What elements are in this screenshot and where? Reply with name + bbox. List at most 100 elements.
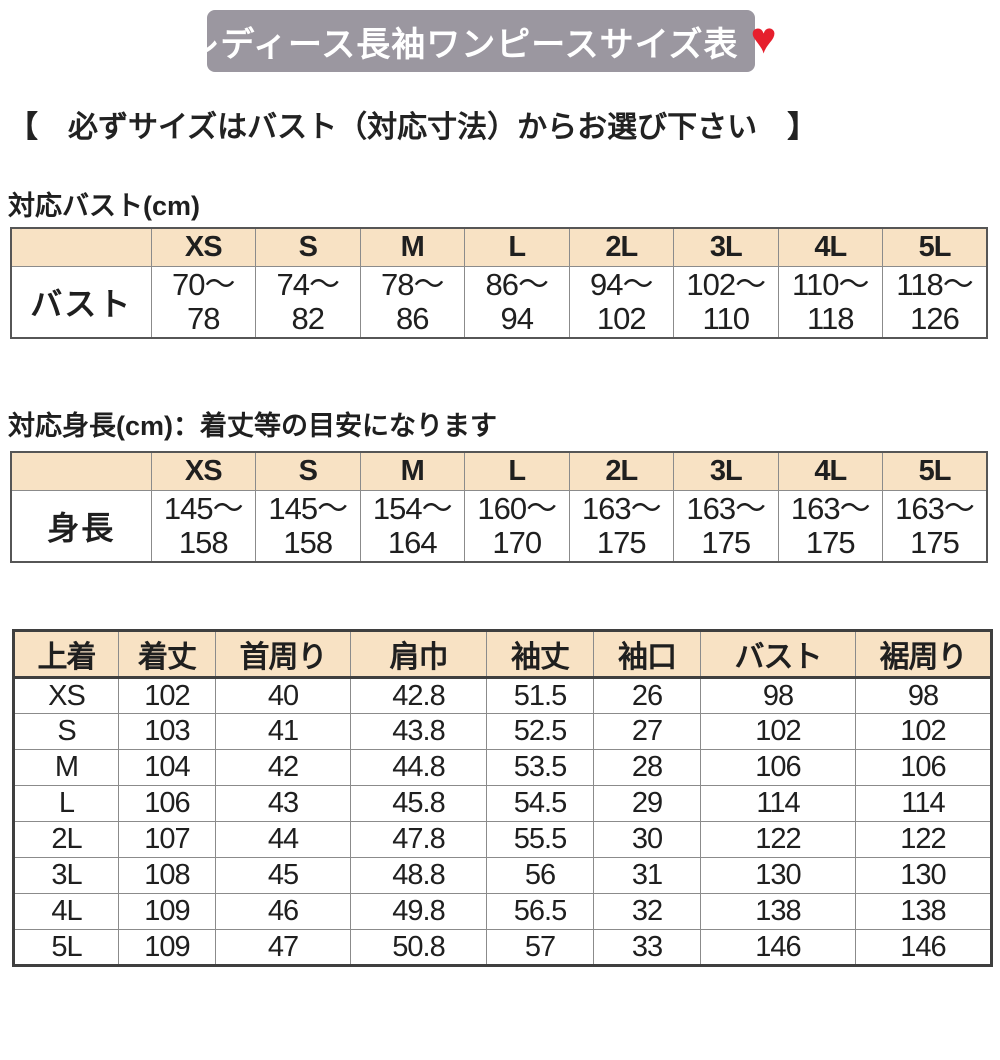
- garment-value-cell: 146: [700, 929, 856, 966]
- garment-value-cell: 51.5: [486, 677, 594, 714]
- height-range-cell: 163～ 175: [882, 489, 988, 563]
- garment-value-cell: 52.5: [486, 713, 594, 750]
- garment-value-cell: 138: [700, 893, 856, 930]
- garment-header-shoulder: 肩巾: [350, 630, 487, 679]
- range-from: 163～: [581, 490, 662, 526]
- bust-range-cell: 94～ 102: [568, 265, 674, 339]
- garment-size-cell: 5L: [13, 929, 119, 966]
- bust-range-cell: 118～ 126: [882, 265, 988, 339]
- garment-value-cell: 104: [118, 749, 216, 786]
- size-header-3l: 3L: [673, 227, 779, 267]
- range-from: 110～: [792, 266, 869, 302]
- garment-value-cell: 98: [855, 677, 992, 714]
- height-range-cell: 160～ 170: [464, 489, 570, 563]
- range-to: 102: [596, 300, 647, 336]
- garment-size-cell: 2L: [13, 821, 119, 858]
- garment-value-cell: 43: [215, 785, 351, 822]
- garment-header-bust: バスト: [700, 630, 856, 679]
- garment-value-cell: 130: [700, 857, 856, 894]
- garment-value-cell: 102: [700, 713, 856, 750]
- garment-row-m: M 104 42 44.8 53.5 28 106 106: [13, 749, 992, 786]
- garment-value-cell: 102: [855, 713, 992, 750]
- garment-value-cell: 47.8: [350, 821, 487, 858]
- size-header-5l: 5L: [882, 227, 988, 267]
- garment-value-cell: 57: [486, 929, 594, 966]
- size-header-4l: 4L: [777, 227, 883, 267]
- bust-row-label: バスト: [10, 265, 152, 339]
- range-from: 102～: [686, 266, 766, 302]
- garment-value-cell: 103: [118, 713, 216, 750]
- range-to: 175: [805, 524, 856, 560]
- range-to: 175: [910, 524, 960, 560]
- height-table-caption: 対応身長(cm)：着丈等の目安になります: [8, 411, 498, 441]
- bust-table-header-row: XS S M L 2L 3L 4L 5L: [10, 227, 988, 267]
- garment-value-cell: 43.8: [350, 713, 487, 750]
- garment-row-4l: 4L 109 46 49.8 56.5 32 138 138: [13, 893, 992, 930]
- bust-table-value-row: バスト 70～ 78 74～ 82 78～ 86 86～ 94 94～ 102 102～ 1…: [10, 265, 988, 339]
- garment-value-cell: 45: [215, 857, 351, 894]
- garment-row-2l: 2L 107 44 47.8 55.5 30 122 122: [13, 821, 992, 858]
- range-to: 118: [807, 300, 854, 336]
- garment-value-cell: 26: [593, 677, 701, 714]
- range-from: 86～: [485, 266, 549, 302]
- corner-cell: [10, 451, 152, 491]
- garment-value-cell: 44: [215, 821, 351, 858]
- height-range-cell: 163～ 175: [568, 489, 674, 563]
- garment-value-cell: 30: [593, 821, 701, 858]
- garment-value-cell: 146: [855, 929, 992, 966]
- garment-value-cell: 114: [855, 785, 992, 822]
- range-to: 158: [178, 524, 229, 560]
- range-to: 82: [291, 300, 325, 336]
- garment-value-cell: 31: [593, 857, 701, 894]
- garment-size-cell: 4L: [13, 893, 119, 930]
- size-header-4l: 4L: [777, 451, 883, 491]
- garment-value-cell: 49.8: [350, 893, 487, 930]
- size-header-3l: 3L: [673, 451, 779, 491]
- range-from: 74～: [276, 266, 340, 302]
- garment-row-5l: 5L 109 47 50.8 57 33 146 146: [13, 929, 992, 966]
- garment-value-cell: 109: [118, 929, 216, 966]
- size-header-m: M: [359, 227, 465, 267]
- bust-range-cell: 110～ 118: [777, 265, 883, 339]
- range-from: 145～: [268, 490, 348, 526]
- range-from: 118～: [896, 266, 973, 302]
- garment-value-cell: 45.8: [350, 785, 487, 822]
- title-banner: レディース長袖ワンピースサイズ表 ♥: [185, 10, 777, 72]
- garment-value-cell: 32: [593, 893, 701, 930]
- garment-value-cell: 55.5: [486, 821, 594, 858]
- size-header-2l: 2L: [568, 227, 674, 267]
- range-from: 78～: [381, 266, 444, 302]
- size-header-l: L: [464, 227, 570, 267]
- range-to: 175: [596, 524, 647, 560]
- range-to: 86: [396, 300, 429, 336]
- garment-value-cell: 42: [215, 749, 351, 786]
- garment-header-neck: 首周り: [215, 630, 351, 679]
- range-to: 78: [187, 300, 220, 336]
- range-from: 70～: [172, 266, 235, 302]
- notice-text: 【 必ずサイズはバスト（対応寸法）からお選び下さい 】: [8, 111, 818, 144]
- garment-header-sleeve: 袖丈: [486, 630, 594, 679]
- range-from: 163～: [790, 490, 871, 526]
- range-from: 94～: [590, 266, 653, 302]
- height-row-label: 身長: [10, 489, 152, 563]
- range-from: 163～: [686, 490, 766, 526]
- garment-value-cell: 54.5: [486, 785, 594, 822]
- height-range-cell: 163～ 175: [673, 489, 779, 563]
- garment-header-jacket: 上着: [13, 630, 119, 679]
- garment-value-cell: 108: [118, 857, 216, 894]
- garment-value-cell: 47: [215, 929, 351, 966]
- garment-value-cell: 42.8: [350, 677, 487, 714]
- garment-value-cell: 48.8: [350, 857, 487, 894]
- garment-value-cell: 138: [855, 893, 992, 930]
- size-header-s: S: [255, 451, 361, 491]
- height-range-cell: 145～ 158: [150, 489, 256, 563]
- garment-size-cell: 3L: [13, 857, 119, 894]
- garment-size-cell: L: [13, 785, 119, 822]
- page-title: レディース長袖ワンピースサイズ表: [185, 25, 739, 64]
- range-to: 164: [387, 524, 438, 560]
- bust-table-caption: 対応バスト(cm): [8, 191, 201, 221]
- garment-table: 上着 着丈 首周り 肩巾 袖丈 袖口 バスト 裾周り XS 102 40 42.…: [12, 629, 993, 967]
- garment-value-cell: 33: [593, 929, 701, 966]
- garment-size-cell: S: [13, 713, 119, 750]
- size-header-l: L: [464, 451, 570, 491]
